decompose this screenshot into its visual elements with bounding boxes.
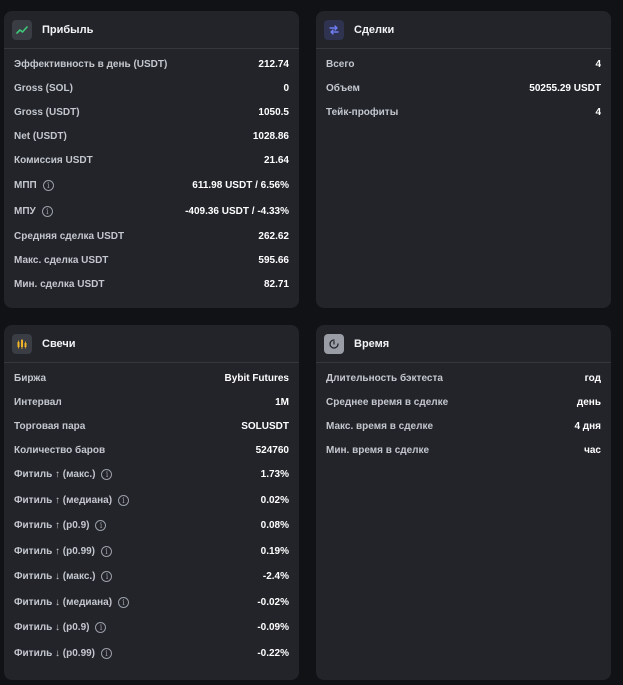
time-row-max: Макс. время в сделке 4 дня <box>326 420 601 432</box>
arrows-swap-icon <box>324 19 344 40</box>
profit-row-mpp: МПП i 611.98 USDT / 6.56% <box>14 179 289 191</box>
info-icon[interactable]: i <box>101 469 113 481</box>
info-icon[interactable]: i <box>118 494 130 506</box>
candles-row-wick-up-p09: Фитиль ↑ (p0.9) i 0.08% <box>14 520 289 532</box>
wick-label: Фитиль ↑ (p0.99) <box>14 545 96 557</box>
candles-row-exchange: Биржа Bybit Futures <box>14 372 289 384</box>
candles-row-wick-down-max: Фитиль ↓ (макс.) i -2.4% <box>14 571 289 583</box>
candles-card-header: Свечи <box>4 325 299 363</box>
wick-label: Фитиль ↓ (макс.) <box>14 571 96 583</box>
profit-row-avg-deal: Средняя сделка USDT 262.62 <box>14 230 289 242</box>
deals-card: Сделки Всего 4 Объем 50255.29 USDT Тейк-пр… <box>316 11 611 308</box>
wick-label: Фитиль ↑ (медиана) <box>14 494 113 506</box>
info-icon[interactable]: i <box>118 596 130 608</box>
info-icon[interactable]: i <box>42 179 54 191</box>
profit-title: Прибыль <box>42 23 94 36</box>
info-icon[interactable]: i <box>95 622 107 634</box>
time-row-duration: Длительность бэктеста год <box>326 372 601 384</box>
candles-icon <box>12 333 32 354</box>
candles-card: Свечи Биржа Bybit Futures Интервал 1M Торг… <box>4 325 299 680</box>
candles-row-bars-count: Количество баров 524760 <box>14 444 289 456</box>
profit-row-daily-efficiency: Эффективность в день (USDT) 212.74 <box>14 58 289 70</box>
profit-row-commission: Комиссия USDT 21.64 <box>14 154 289 166</box>
mpu-label: МПУ <box>14 205 36 217</box>
deals-card-header: Сделки <box>316 11 611 49</box>
mpp-label: МПП <box>14 179 37 191</box>
wick-label: Фитиль ↓ (p0.99) <box>14 647 96 659</box>
candles-row-wick-up-p099: Фитиль ↑ (p0.99) i 0.19% <box>14 545 289 557</box>
info-icon[interactable]: i <box>41 205 53 217</box>
time-row-min: Мин. время в сделке час <box>326 444 601 456</box>
info-icon[interactable]: i <box>101 647 113 659</box>
trend-up-icon <box>12 19 32 40</box>
profit-card: Прибыль Эффективность в день (USDT) 212.7… <box>4 11 299 308</box>
time-card-header: Время <box>316 325 611 363</box>
candles-row-interval: Интервал 1M <box>14 396 289 408</box>
candles-title: Свечи <box>42 337 76 350</box>
deals-title: Сделки <box>354 23 395 36</box>
candles-row-wick-up-max: Фитиль ↑ (макс.) i 1.73% <box>14 469 289 481</box>
wick-label: Фитиль ↑ (p0.9) <box>14 520 90 532</box>
clock-icon <box>324 333 344 354</box>
candles-row-wick-down-p09: Фитиль ↓ (p0.9) i -0.09% <box>14 622 289 634</box>
info-icon[interactable]: i <box>101 545 113 557</box>
time-title: Время <box>354 337 390 350</box>
candles-row-wick-up-median: Фитиль ↑ (медиана) i 0.02% <box>14 494 289 506</box>
wick-label: Фитиль ↓ (p0.9) <box>14 622 90 634</box>
deals-row-volume: Объем 50255.29 USDT <box>326 82 601 94</box>
profit-card-header: Прибыль <box>4 11 299 49</box>
deals-row-take-profits: Тейк-профиты 4 <box>326 106 601 118</box>
wick-label: Фитиль ↑ (макс.) <box>14 469 96 481</box>
candles-row-pair: Торговая пара SOLUSDT <box>14 420 289 432</box>
info-icon[interactable]: i <box>101 571 113 583</box>
candles-row-wick-down-median: Фитиль ↓ (медиана) i -0.02% <box>14 596 289 608</box>
profit-row-gross-usdt: Gross (USDT) 1050.5 <box>14 106 289 118</box>
profit-row-mpu: МПУ i -409.36 USDT / -4.33% <box>14 205 289 217</box>
wick-label: Фитиль ↓ (медиана) <box>14 596 113 608</box>
info-icon[interactable]: i <box>95 520 107 532</box>
time-row-avg: Среднее время в сделке день <box>326 396 601 408</box>
candles-row-wick-down-p099: Фитиль ↓ (p0.99) i -0.22% <box>14 647 289 659</box>
profit-row-max-deal: Макс. сделка USDT 595.66 <box>14 254 289 266</box>
time-card: Время Длительность бэктеста год Среднее в… <box>316 325 611 680</box>
profit-row-gross-sol: Gross (SOL) 0 <box>14 82 289 94</box>
profit-row-net-usdt: Net (USDT) 1028.86 <box>14 130 289 142</box>
deals-row-total: Всего 4 <box>326 58 601 70</box>
profit-row-min-deal: Мин. сделка USDT 82.71 <box>14 278 289 290</box>
